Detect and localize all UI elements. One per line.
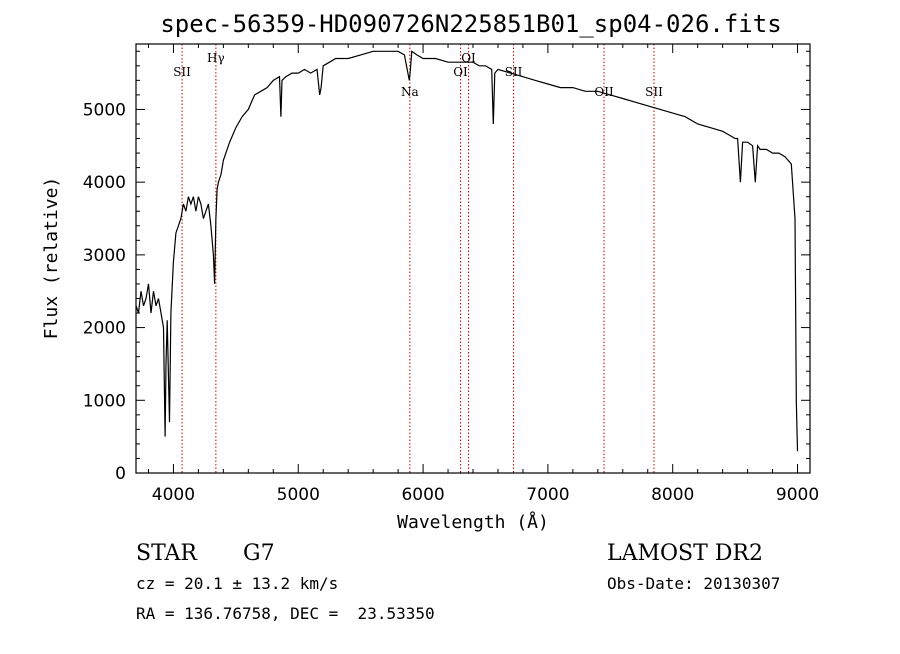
coordinates: RA = 136.76758, DEC = 23.53350 [136,604,435,623]
x-axis-label: Wavelength (Å) [397,511,549,533]
y-axis-label: Flux (relative) [41,177,62,340]
line-label-3: OI [453,65,468,79]
spectrum-line [135,50,799,452]
y-tick-label-3: 3000 [83,246,126,266]
y-tick-label-0: 0 [115,464,126,484]
redshift-value: cz = 20.1 ± 13.2 km/s [136,574,338,593]
y-axis-ticks: 0 1000 2000 3000 4000 5000 [83,50,810,484]
observation-date: Obs-Date: 20130307 [607,574,780,593]
object-type: STAR [136,541,198,566]
x-tick-label-2: 6000 [401,485,444,505]
x-tick-label-1: 5000 [277,485,320,505]
spectral-subclass: G7 [243,541,275,566]
line-label-2: Na [401,85,419,99]
chart-title: spec-56359-HD090726N225851B01_sp04-026.f… [160,10,781,38]
y-tick-label-1: 1000 [83,391,126,411]
line-label-4: OI [461,51,476,65]
x-tick-label-3: 7000 [526,485,569,505]
line-label-1: Hγ [207,51,225,65]
y-tick-label-2: 2000 [83,319,126,339]
x-tick-label-4: 8000 [651,485,694,505]
line-label-0: SII [173,65,191,79]
x-axis-ticks: 4000 5000 6000 7000 8000 9000 [147,44,819,505]
line-label-6: OII [594,85,614,99]
plot-frame [135,43,811,474]
survey-name: LAMOST DR2 [607,541,763,566]
emission-line-markers [181,44,655,473]
x-tick-label-5: 9000 [776,485,819,505]
line-label-7: SII [645,85,663,99]
x-tick-label-0: 4000 [152,485,195,505]
y-tick-label-4: 4000 [83,173,126,193]
y-tick-label-5: 5000 [83,100,126,120]
